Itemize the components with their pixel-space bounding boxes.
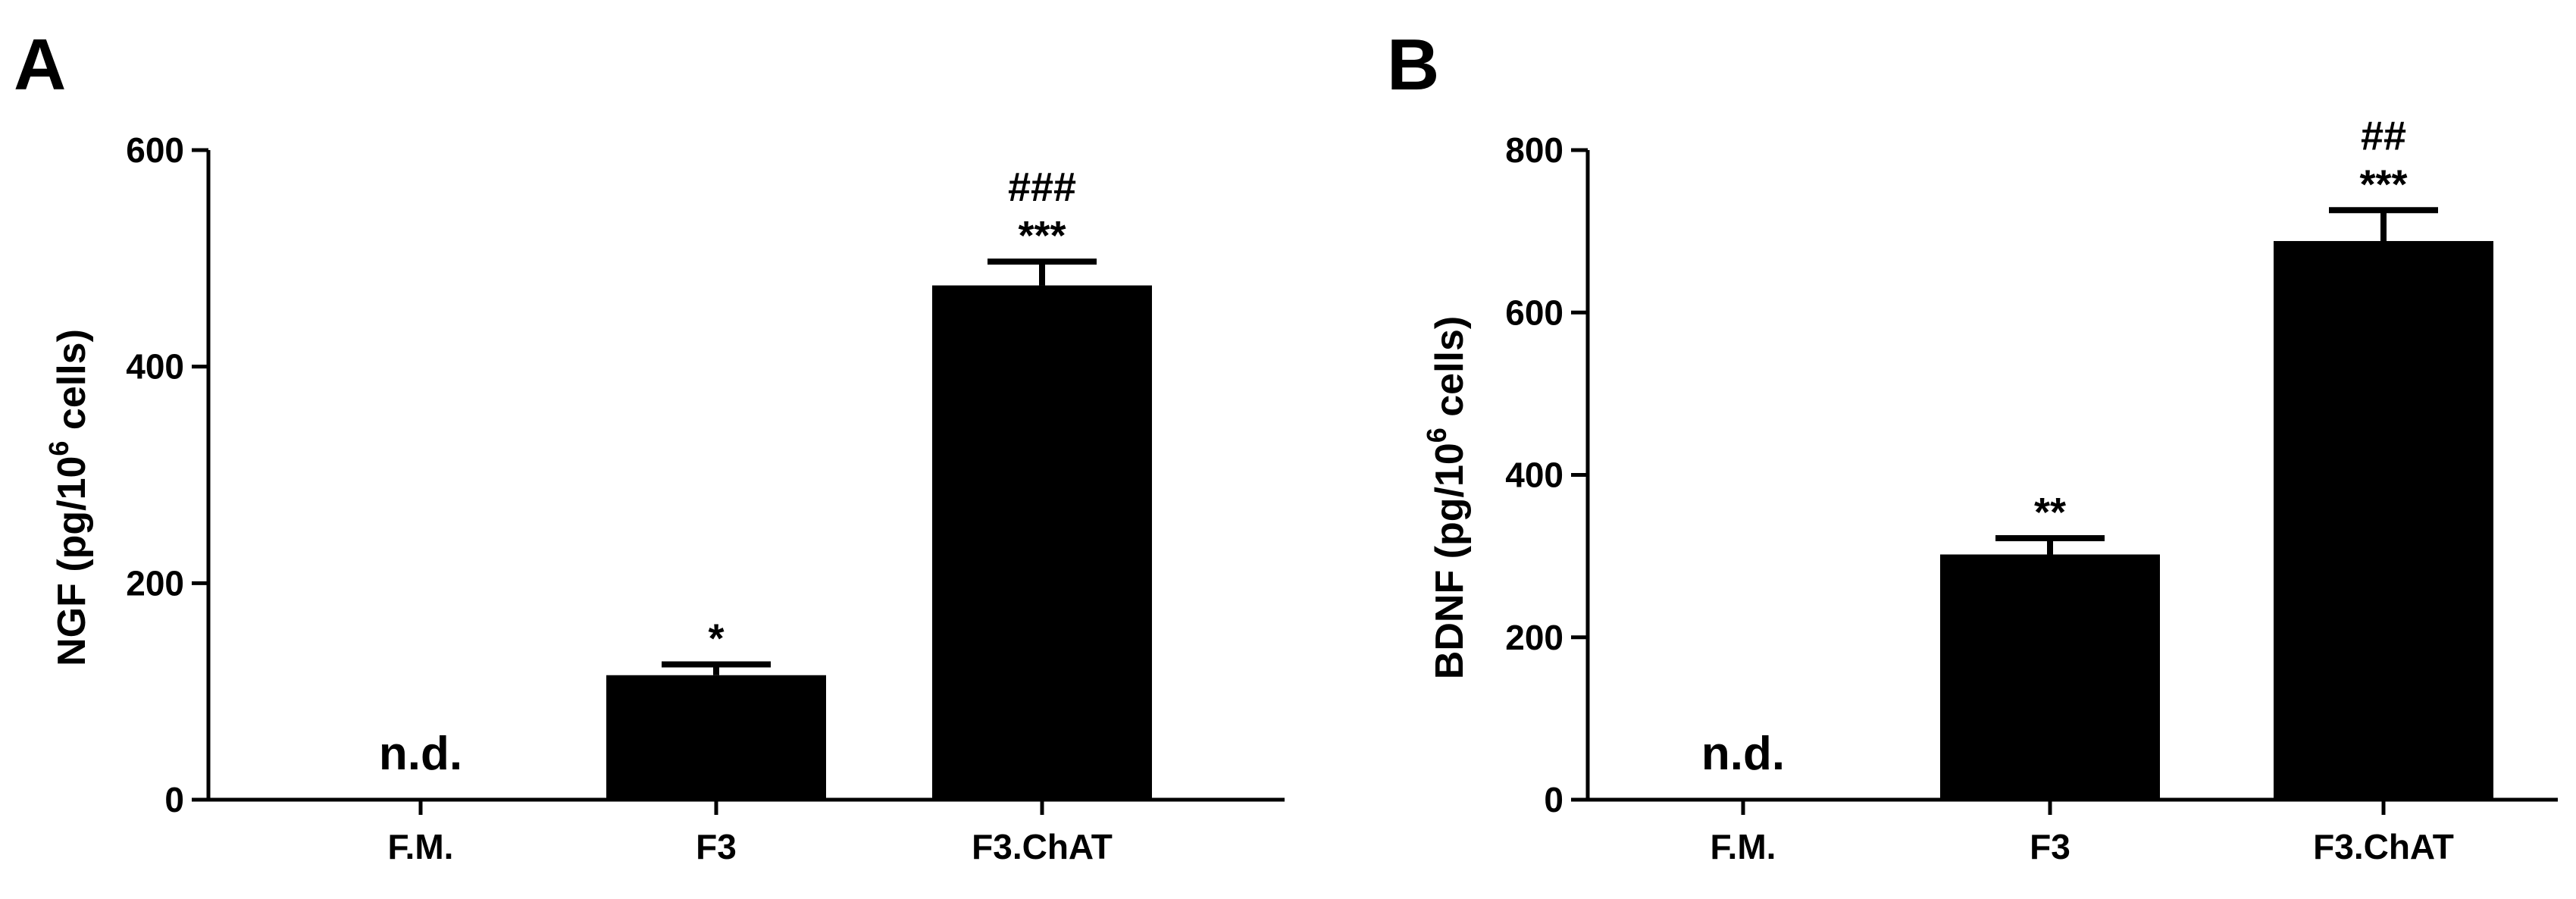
bar: [2274, 240, 2493, 800]
value-label-nd: n.d.: [1701, 728, 1785, 780]
y-axis-label-text: NGF (pg/10: [50, 456, 94, 666]
y-tick-label: 400: [126, 347, 184, 387]
panel-b: B 0 200 400 600 800 F.M. n.d. F3 ** F3.ChAT ***## BD…: [1387, 24, 2558, 866]
bar: [932, 285, 1152, 800]
y-axis-label-text: BDNF (pg/10: [1428, 443, 1472, 679]
significance-label: ##: [2361, 113, 2406, 158]
panel-a: A 0 200 400 600 F.M. n.d. F3 * F3.ChAT ***### NGF (…: [14, 24, 1285, 866]
y-tick-label: 200: [1505, 618, 1563, 657]
y-tick-label: 400: [1505, 456, 1563, 495]
x-tick-label: F3: [696, 827, 737, 866]
panel-letter: A: [14, 24, 66, 105]
y-axis-label-superscript: 6: [43, 441, 74, 456]
x-tick-label: F3.ChAT: [2313, 827, 2454, 866]
bar: [1940, 554, 2160, 800]
x-tick-label: F.M.: [388, 827, 454, 866]
y-tick-label: 0: [1544, 780, 1563, 819]
y-tick-label: 600: [126, 130, 184, 170]
bar: [606, 675, 826, 800]
significance-label: ###: [1008, 164, 1076, 210]
value-label-nd: n.d.: [379, 728, 462, 780]
y-tick-label: 0: [164, 780, 184, 819]
y-axis-label: BDNF (pg/106 cells): [1421, 316, 1472, 679]
significance-label: ***: [2359, 161, 2407, 207]
significance-label: ***: [1018, 213, 1066, 258]
significance-label: *: [708, 616, 724, 661]
significance-label: **: [2034, 490, 2066, 535]
panel-letter: B: [1387, 24, 1439, 105]
y-tick-label: 200: [126, 563, 184, 603]
x-tick-label: F3: [2030, 827, 2071, 866]
y-axis-label: NGF (pg/106 cells): [43, 329, 94, 666]
y-tick-label: 800: [1505, 130, 1563, 170]
y-axis-label-suffix: cells): [1428, 316, 1472, 428]
y-axis-label-suffix: cells): [50, 329, 94, 440]
y-tick-label: 600: [1505, 293, 1563, 332]
x-tick-label: F3.ChAT: [972, 827, 1113, 866]
x-tick-label: F.M.: [1711, 827, 1776, 866]
y-axis-label-superscript: 6: [1421, 428, 1452, 443]
